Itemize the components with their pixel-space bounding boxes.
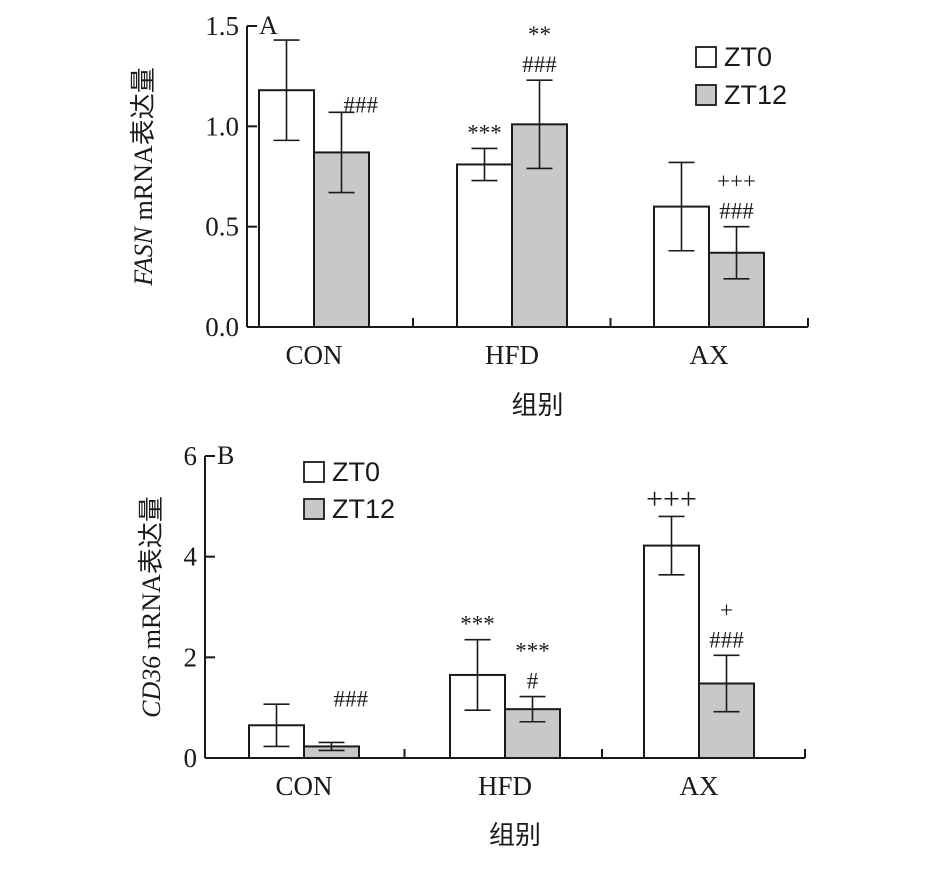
panel-a-category-label: AX	[690, 340, 729, 370]
panel-b-legend-label-zt12: ZT12	[332, 494, 395, 524]
panel-b-significance-mark: +++	[646, 482, 697, 515]
panel-b-significance-mark: ###	[709, 627, 744, 652]
panel-a-y-tick-label: 1.0	[205, 111, 239, 141]
panel-a-significance-mark: ###	[719, 199, 754, 224]
panel-a-category-label: CON	[285, 340, 342, 370]
panel-a-letter: A	[259, 11, 278, 40]
panel-b-legend-swatch-zt0	[303, 461, 325, 483]
panel-b-category-label: HFD	[478, 771, 532, 801]
panel-a-significance-mark: ###	[522, 52, 557, 77]
panel-a-category-label: HFD	[485, 340, 539, 370]
panel-a-y-tick-label: 0.0	[205, 312, 239, 342]
panel-b-bar-zt0-ax	[643, 544, 700, 759]
panel-b-category-label: CON	[275, 771, 332, 801]
panel-b-y-tick-label: 0	[184, 743, 198, 773]
panel-b-category-label: AX	[680, 771, 719, 801]
panel-b-y-tick-label: 4	[184, 542, 198, 572]
panel-b-significance-mark: +	[720, 597, 733, 622]
panel-a-bar-zt0-hfd	[456, 163, 513, 328]
panel-b-y-tick-label: 6	[184, 441, 198, 471]
panel-a-x-axis-title: 组别	[511, 391, 563, 420]
panel-b-y-axis-title: CD36 mRNA表达量	[137, 496, 166, 718]
panel-b-significance-mark: ###	[334, 686, 369, 711]
panel-a-legend-label-zt12: ZT12	[724, 80, 787, 110]
panel-a-y-tick-label: 0.5	[205, 212, 239, 242]
panel-b-letter: B	[217, 441, 234, 470]
panel-a-significance-mark: ###	[344, 92, 379, 117]
panel-b-x-axis-title: 组别	[489, 821, 541, 850]
panel-b-significance-mark: ***	[515, 639, 550, 664]
panel-a-y-axis-title: FASN mRNA表达量	[129, 67, 158, 286]
panel-b-legend-label-zt0: ZT0	[332, 457, 380, 487]
panel-a-legend-label-zt0: ZT0	[724, 42, 772, 72]
panel-b-significance-mark: ***	[460, 612, 495, 637]
panel-a-legend-swatch-zt12	[695, 84, 717, 106]
panel-a-significance-mark: **	[528, 22, 551, 47]
panel-a-legend-swatch-zt0	[695, 46, 717, 68]
panel-b-bar-zt12-ax	[698, 682, 755, 759]
panel-a-significance-mark: +++	[717, 169, 756, 194]
panel-b-y-tick-label: 2	[184, 642, 198, 672]
panel-a-significance-mark: ***	[467, 120, 502, 145]
panel-b-legend-swatch-zt12	[303, 498, 325, 520]
panel-b-significance-mark: #	[527, 669, 539, 694]
panel-a-y-tick-label: 1.5	[205, 11, 239, 41]
